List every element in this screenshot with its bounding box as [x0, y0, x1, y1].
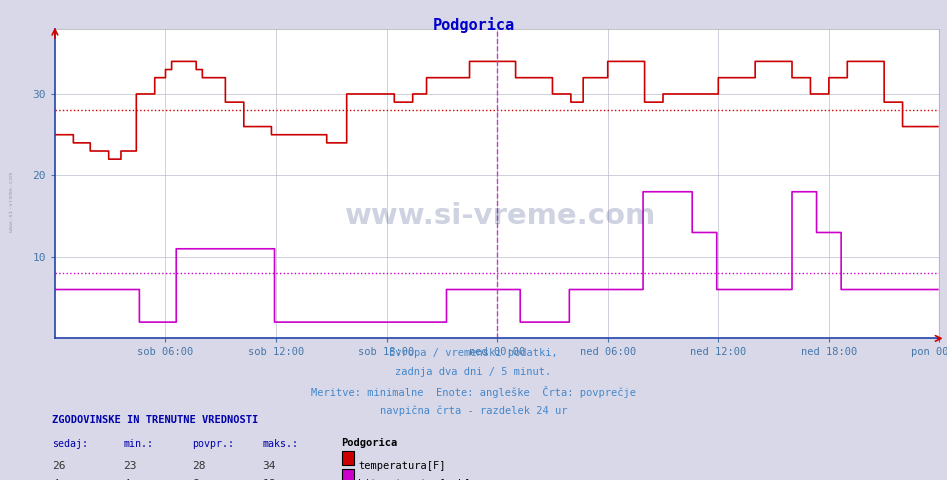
Text: www.si-vreme.com: www.si-vreme.com	[9, 172, 14, 232]
Text: 34: 34	[262, 461, 276, 471]
Text: 28: 28	[192, 461, 205, 471]
Text: zadnja dva dni / 5 minut.: zadnja dva dni / 5 minut.	[396, 367, 551, 377]
Text: navpična črta - razdelek 24 ur: navpična črta - razdelek 24 ur	[380, 406, 567, 416]
Text: hitrost vetra[mph]: hitrost vetra[mph]	[358, 479, 471, 480]
Text: 18: 18	[262, 479, 276, 480]
Text: povpr.:: povpr.:	[192, 439, 234, 449]
Text: min.:: min.:	[123, 439, 153, 449]
Text: Podgorica: Podgorica	[433, 17, 514, 33]
Text: 4: 4	[123, 479, 130, 480]
Text: ZGODOVINSKE IN TRENUTNE VREDNOSTI: ZGODOVINSKE IN TRENUTNE VREDNOSTI	[52, 415, 259, 425]
Text: Podgorica: Podgorica	[341, 438, 397, 448]
Text: temperatura[F]: temperatura[F]	[358, 461, 445, 471]
Text: maks.:: maks.:	[262, 439, 298, 449]
Text: Evropa / vremenski podatki,: Evropa / vremenski podatki,	[389, 348, 558, 358]
Text: 4: 4	[52, 479, 59, 480]
Text: sedaj:: sedaj:	[52, 439, 88, 449]
Text: 26: 26	[52, 461, 65, 471]
Text: 8: 8	[192, 479, 199, 480]
Text: 23: 23	[123, 461, 136, 471]
Text: Meritve: minimalne  Enote: angleške  Črta: povprečje: Meritve: minimalne Enote: angleške Črta:…	[311, 386, 636, 398]
Text: www.si-vreme.com: www.si-vreme.com	[345, 202, 656, 230]
